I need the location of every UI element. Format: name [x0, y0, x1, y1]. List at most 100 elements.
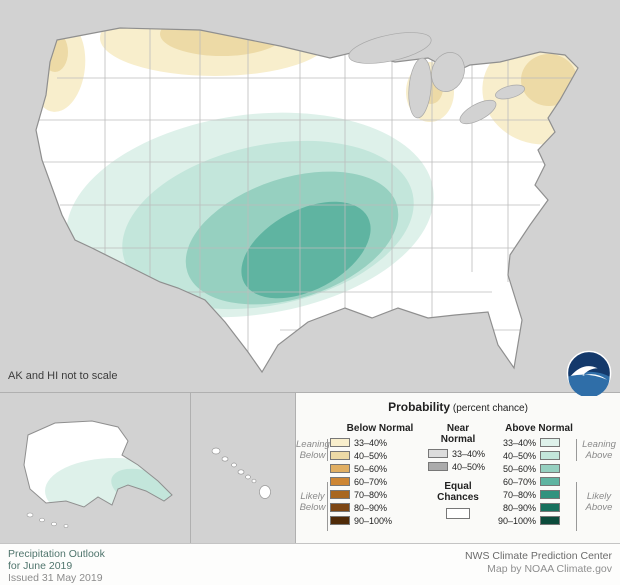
legend-row: 80–90% — [330, 502, 430, 513]
legend-swatch — [330, 438, 350, 447]
legend-swatch — [540, 503, 560, 512]
footer-product-period: for June 2019 — [8, 560, 73, 572]
noaa-seagull-icon — [570, 366, 608, 380]
legend-row: 50–60% — [496, 463, 582, 474]
likely-above-label: Likely Above — [585, 491, 613, 513]
legend-above-normal-group: Above Normal 33–40% 40–50% 50–60% 60–70%… — [496, 423, 582, 526]
below-normal-header: Below Normal — [346, 423, 414, 434]
legend-range-label: 90–100% — [497, 515, 536, 526]
legend-row: 40–50% — [428, 461, 486, 472]
lake-ontario — [495, 84, 525, 100]
legend-row: 70–80% — [496, 489, 582, 500]
footer-product-title: Precipitation Outlook — [8, 548, 105, 560]
legend-swatch — [540, 490, 560, 499]
hawaii-inset-svg — [211, 447, 271, 499]
legend-range-label: 60–70% — [354, 476, 388, 487]
lake-huron — [431, 52, 465, 92]
legend-row: 33–40% — [330, 437, 430, 448]
hawaii-inset — [190, 393, 295, 543]
legend-range-label: 80–90% — [502, 502, 536, 513]
hawaii-islands — [211, 447, 271, 499]
us-precipitation-map: AK and HI not to scale — [8, 27, 579, 382]
footer-left-text: Precipitation Outlook for June 2019 Issu… — [0, 544, 105, 585]
legend-swatch — [540, 464, 560, 473]
probability-legend: Probability (percent chance) Below Norma… — [295, 393, 620, 543]
map-shading-layer — [36, 28, 578, 372]
legend-swatch — [330, 516, 350, 525]
likely-below-label: Likely Below — [299, 491, 326, 513]
legend-swatch — [540, 516, 560, 525]
legend-swatch — [330, 464, 350, 473]
legend-swatch — [428, 449, 448, 458]
legend-row: 33–40% — [428, 448, 486, 459]
lake-erie — [459, 99, 497, 125]
legend-row: 90–100% — [330, 515, 430, 526]
map-note: AK and HI not to scale — [8, 370, 118, 382]
equal-chances-label: Equal Chances — [437, 481, 479, 503]
legend-title: Probability (percent chance) — [296, 393, 620, 414]
legend-swatch — [330, 451, 350, 460]
legend-swatch — [330, 477, 350, 486]
legend-swatch — [330, 490, 350, 499]
legend-row: 80–90% — [496, 502, 582, 513]
alaska-inset — [0, 393, 190, 543]
near-normal-header: Near Normal — [440, 423, 476, 445]
legend-range-label: 33–40% — [502, 437, 536, 448]
legend-row: 40–50% — [496, 450, 582, 461]
legend-range-label: 40–50% — [452, 461, 486, 472]
legend-row: 60–70% — [330, 476, 430, 487]
legend-range-label: 90–100% — [354, 515, 393, 526]
legend-swatch — [540, 438, 560, 447]
aleutian-islands — [26, 512, 69, 528]
footer: Precipitation Outlook for June 2019 Issu… — [0, 543, 620, 585]
below-normal-blob-northeast-core — [521, 54, 577, 106]
above-normal-blob-60-70 — [241, 201, 371, 299]
leaning-below-bracket — [327, 439, 328, 461]
leaning-below-label: Leaning Below — [296, 439, 330, 461]
noaa-logo — [566, 350, 612, 398]
noaa-logo-icon — [566, 350, 612, 398]
legend-swatch — [428, 462, 448, 471]
legend-row: 40–50% — [330, 450, 430, 461]
legend-range-label: 70–80% — [502, 489, 536, 500]
legend-range-label: 33–40% — [452, 448, 486, 459]
legend-row: 70–80% — [330, 489, 430, 500]
legend-range-label: 50–60% — [502, 463, 536, 474]
legend-range-label: 70–80% — [354, 489, 388, 500]
state-boundaries — [36, 28, 575, 372]
alaska-outline — [23, 420, 173, 508]
footer-credit: Map by NOAA Climate.gov — [487, 563, 612, 575]
legend-swatch — [330, 503, 350, 512]
footer-source: NWS Climate Prediction Center — [464, 550, 612, 562]
us-map-svg — [35, 27, 579, 374]
footer-issued-date: Issued 31 May 2019 — [8, 572, 103, 584]
legend-range-label: 40–50% — [354, 450, 388, 461]
equal-chances-swatch — [446, 508, 470, 519]
legend-row: 33–40% — [496, 437, 582, 448]
above-normal-header: Above Normal — [505, 423, 573, 434]
lake-michigan — [408, 57, 432, 119]
leaning-above-label: Leaning Above — [582, 439, 616, 461]
legend-range-label: 60–70% — [502, 476, 536, 487]
legend-row: 60–70% — [496, 476, 582, 487]
lake-superior — [348, 32, 432, 64]
legend-title-main: Probability — [388, 400, 451, 414]
legend-range-label: 50–60% — [354, 463, 388, 474]
legend-swatch — [540, 451, 560, 460]
likely-below-bracket — [327, 482, 328, 531]
legend-swatch — [540, 477, 560, 486]
legend-title-note: (percent chance) — [452, 403, 528, 414]
leaning-above-bracket — [576, 439, 577, 461]
likely-above-bracket — [576, 482, 577, 531]
legend-range-label: 80–90% — [354, 502, 388, 513]
equal-chances-block: Equal Chances — [426, 481, 490, 519]
legend-near-normal-group: Near Normal 33–40% 40–50% Equal Chances — [426, 423, 490, 519]
legend-row: 90–100% — [496, 515, 582, 526]
footer-right-text: NWS Climate Prediction Center Map by NOA… — [465, 544, 620, 585]
legend-below-normal-group: Below Normal 33–40% 40–50% 50–60% 60–70%… — [330, 423, 430, 526]
bottom-panel: Probability (percent chance) Below Norma… — [0, 392, 620, 543]
legend-range-label: 33–40% — [354, 437, 388, 448]
legend-range-label: 40–50% — [502, 450, 536, 461]
great-lakes — [348, 32, 525, 125]
